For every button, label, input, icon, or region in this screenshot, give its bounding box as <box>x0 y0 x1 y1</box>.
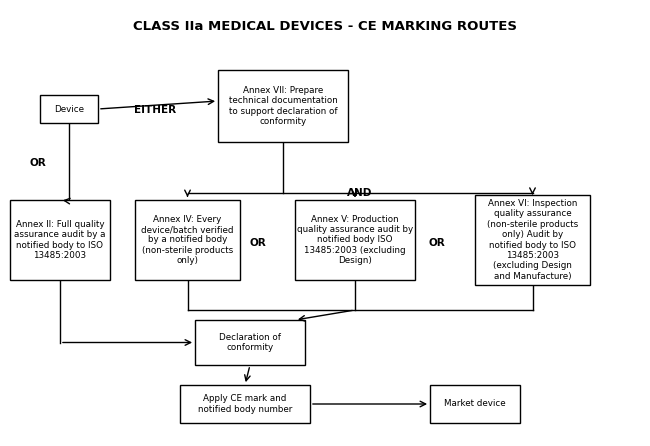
Text: OR: OR <box>428 238 445 248</box>
Bar <box>218 70 348 142</box>
Bar <box>475 195 590 285</box>
Text: CLASS IIa MEDICAL DEVICES - CE MARKING ROUTES: CLASS IIa MEDICAL DEVICES - CE MARKING R… <box>133 20 517 33</box>
Text: Annex II: Full quality
assurance audit by a
notified body to ISO
13485:2003: Annex II: Full quality assurance audit b… <box>14 220 106 260</box>
Text: Annex VI: Inspection
quality assurance
(non-sterile products
only) Audit by
noti: Annex VI: Inspection quality assurance (… <box>487 199 578 281</box>
Bar <box>295 200 415 280</box>
Text: Market device: Market device <box>444 400 506 409</box>
Text: OR: OR <box>30 158 46 168</box>
Text: Device: Device <box>54 104 84 113</box>
Bar <box>40 95 98 123</box>
Text: AND: AND <box>347 188 372 198</box>
Bar <box>135 200 240 280</box>
Text: OR: OR <box>250 238 266 248</box>
Bar <box>430 385 520 423</box>
Text: Annex IV: Every
device/batch verified
by a notified body
(non-sterile products
o: Annex IV: Every device/batch verified by… <box>141 215 234 265</box>
Bar <box>180 385 310 423</box>
Text: Annex VII: Prepare
technical documentation
to support declaration of
conformity: Annex VII: Prepare technical documentati… <box>229 86 337 126</box>
Bar <box>10 200 110 280</box>
Text: Annex V: Production
quality assurance audit by
notified body ISO
13485:2003 (exc: Annex V: Production quality assurance au… <box>297 215 413 265</box>
Bar <box>195 320 305 365</box>
Text: EITHER: EITHER <box>134 105 176 115</box>
Text: Declaration of
conformity: Declaration of conformity <box>219 333 281 352</box>
Text: Apply CE mark and
notified body number: Apply CE mark and notified body number <box>198 394 292 414</box>
